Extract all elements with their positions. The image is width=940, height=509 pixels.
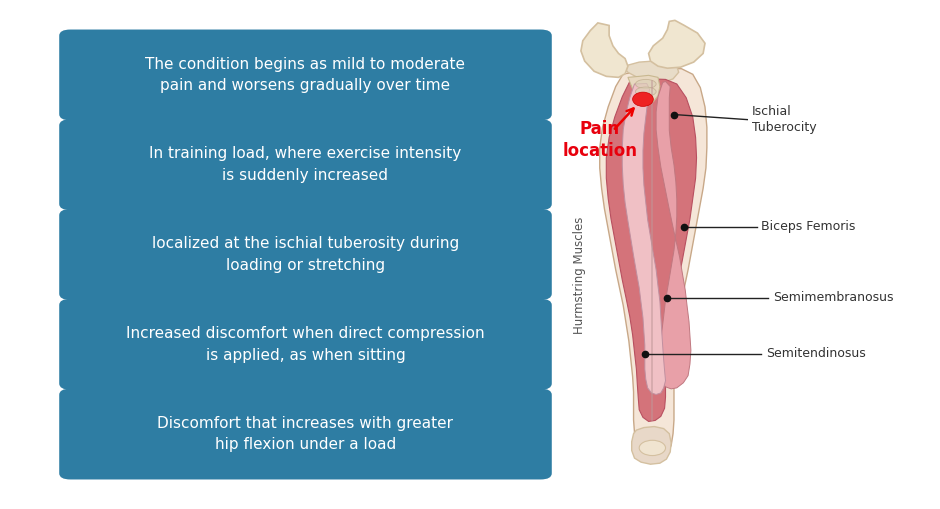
Text: The condition begins as mild to moderate
pain and worsens gradually over time: The condition begins as mild to moderate… xyxy=(146,56,465,93)
Polygon shape xyxy=(622,61,679,82)
Text: Ischial
Tuberocity: Ischial Tuberocity xyxy=(752,105,817,134)
Text: Semitendinosus: Semitendinosus xyxy=(766,347,866,360)
Polygon shape xyxy=(632,427,671,464)
Ellipse shape xyxy=(635,87,656,96)
FancyBboxPatch shape xyxy=(59,209,552,300)
FancyBboxPatch shape xyxy=(59,299,552,390)
Polygon shape xyxy=(656,81,691,389)
Polygon shape xyxy=(628,75,660,103)
Ellipse shape xyxy=(639,440,666,456)
Polygon shape xyxy=(606,79,697,421)
Text: Hurmstring Muscles: Hurmstring Muscles xyxy=(573,216,587,333)
Ellipse shape xyxy=(635,79,656,89)
Text: Discomfort that increases with greater
hip flexion under a load: Discomfort that increases with greater h… xyxy=(158,416,453,453)
FancyBboxPatch shape xyxy=(59,30,552,120)
FancyBboxPatch shape xyxy=(59,119,552,210)
Polygon shape xyxy=(649,20,705,68)
Text: Pain
location: Pain location xyxy=(562,120,637,160)
FancyBboxPatch shape xyxy=(59,389,552,479)
Text: In training load, where exercise intensity
is suddenly increased: In training load, where exercise intensi… xyxy=(149,147,462,183)
Polygon shape xyxy=(622,83,666,394)
Text: Biceps Femoris: Biceps Femoris xyxy=(761,220,855,233)
Text: Increased discomfort when direct compression
is applied, as when sitting: Increased discomfort when direct compres… xyxy=(126,326,485,362)
Polygon shape xyxy=(600,68,707,461)
Text: Semimembranosus: Semimembranosus xyxy=(773,291,893,304)
Text: localized at the ischial tuberosity during
loading or stretching: localized at the ischial tuberosity duri… xyxy=(152,236,459,273)
Ellipse shape xyxy=(633,92,653,106)
Polygon shape xyxy=(581,23,628,77)
